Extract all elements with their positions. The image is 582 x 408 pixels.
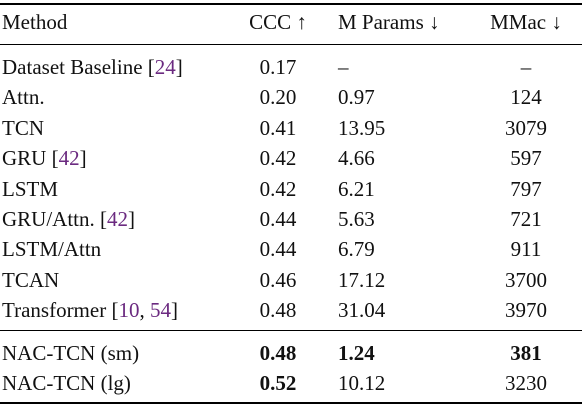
params-cell: 4.66 <box>338 146 375 171</box>
params-cell: 1.24 <box>338 341 375 365</box>
method-cell: GRU/Attn. [42] <box>2 207 136 231</box>
ccc-cell: 0.52 <box>259 371 297 395</box>
header-mmac: MMac ↓ <box>490 10 562 34</box>
table-row: Attn. 0.20 0.97 124 <box>0 82 582 112</box>
mmac-cell: 3700 <box>505 267 547 292</box>
method-name: LSTM <box>2 176 59 201</box>
citation-link[interactable]: 54 <box>149 298 171 323</box>
header-params: M Params ↓ <box>338 10 440 34</box>
citation-link[interactable]: 24 <box>154 55 176 79</box>
mmac-cell: 3970 <box>505 298 547 323</box>
citation-link[interactable]: 10 <box>118 298 140 323</box>
method-cell: Transformer [10, 54] <box>2 298 178 323</box>
params-cell: 6.21 <box>338 176 375 201</box>
method-cell: GRU [42] <box>2 146 87 171</box>
mmac-cell: 381 <box>510 341 542 365</box>
mmac-cell: – <box>520 55 532 79</box>
table-row: Dataset Baseline [24] 0.17 – – <box>0 52 582 82</box>
mmac-cell: 124 <box>510 85 542 110</box>
method-cell: LSTM/Attn <box>2 234 101 264</box>
table-row: TCAN 0.46 17.12 3700 <box>0 265 582 295</box>
header-row: Method CCC ↑ M Params ↓ MMac ↓ <box>0 7 582 37</box>
mmac-cell: 597 <box>510 146 542 171</box>
params-cell: 6.79 <box>338 237 375 262</box>
params-cell: 10.12 <box>338 371 386 395</box>
ccc-cell: 0.17 <box>259 55 297 79</box>
params-cell: 31.04 <box>338 298 386 323</box>
table-row-proposed: NAC-TCN (lg) 0.52 10.12 3230 <box>0 368 582 398</box>
mmac-cell: 3079 <box>505 115 547 140</box>
ccc-cell: 0.46 <box>259 267 297 292</box>
citation-link[interactable]: 42 <box>58 146 80 171</box>
mmac-cell: 721 <box>510 207 542 231</box>
table-row: LSTM 0.42 6.21 797 <box>0 174 582 204</box>
bottom-rule <box>0 402 582 404</box>
mmac-cell: 911 <box>510 237 542 262</box>
params-cell: – <box>338 55 349 79</box>
method-cell: NAC-TCN (sm) <box>2 341 140 365</box>
ccc-cell: 0.20 <box>259 85 297 110</box>
params-cell: 0.97 <box>338 85 375 110</box>
method-cell: NAC-TCN (lg) <box>2 371 131 395</box>
ccc-cell: 0.44 <box>259 207 297 231</box>
method-cell: TCN <box>2 113 44 143</box>
mmac-cell: 797 <box>510 176 542 201</box>
method-name: Transformer <box>2 298 107 323</box>
ccc-cell: 0.44 <box>259 237 297 262</box>
table-row-proposed: NAC-TCN (sm) 0.48 1.24 381 <box>0 338 582 368</box>
params-cell: 5.63 <box>338 207 375 231</box>
header-ccc: CCC ↑ <box>249 10 307 34</box>
method-cell: LSTM <box>2 174 58 204</box>
ccc-cell: 0.41 <box>259 115 297 140</box>
header-method: Method <box>2 10 68 34</box>
ccc-cell: 0.42 <box>259 176 297 201</box>
mmac-cell: 3230 <box>505 371 547 395</box>
method-name: LSTM/Attn <box>2 237 102 262</box>
header-rule <box>0 44 582 45</box>
citation-link[interactable]: 42 <box>107 207 129 231</box>
table-row: Transformer [10, 54] 0.48 31.04 3970 <box>0 295 582 325</box>
table-row: TCN 0.41 13.95 3079 <box>0 113 582 143</box>
table-row: LSTM/Attn 0.44 6.79 911 <box>0 234 582 264</box>
table-row: GRU/Attn. [42] 0.44 5.63 721 <box>0 204 582 234</box>
params-cell: 17.12 <box>338 267 386 292</box>
table-row: GRU [42] 0.42 4.66 597 <box>0 143 582 173</box>
method-cell: Dataset Baseline [24] <box>2 55 183 79</box>
mid-rule <box>0 330 582 331</box>
method-name: Attn. <box>2 85 45 110</box>
params-cell: 13.95 <box>338 115 386 140</box>
method-name: GRU/Attn. <box>2 207 95 231</box>
method-name: TCAN <box>2 267 60 292</box>
method-name: Dataset Baseline <box>2 55 143 79</box>
ccc-cell: 0.48 <box>259 341 297 365</box>
ccc-cell: 0.48 <box>259 298 297 323</box>
method-cell: Attn. <box>2 82 45 112</box>
method-cell: TCAN <box>2 265 59 295</box>
ccc-cell: 0.42 <box>259 146 297 171</box>
method-name: TCN <box>2 115 44 140</box>
method-name: GRU <box>2 146 47 171</box>
top-rule <box>0 3 582 5</box>
